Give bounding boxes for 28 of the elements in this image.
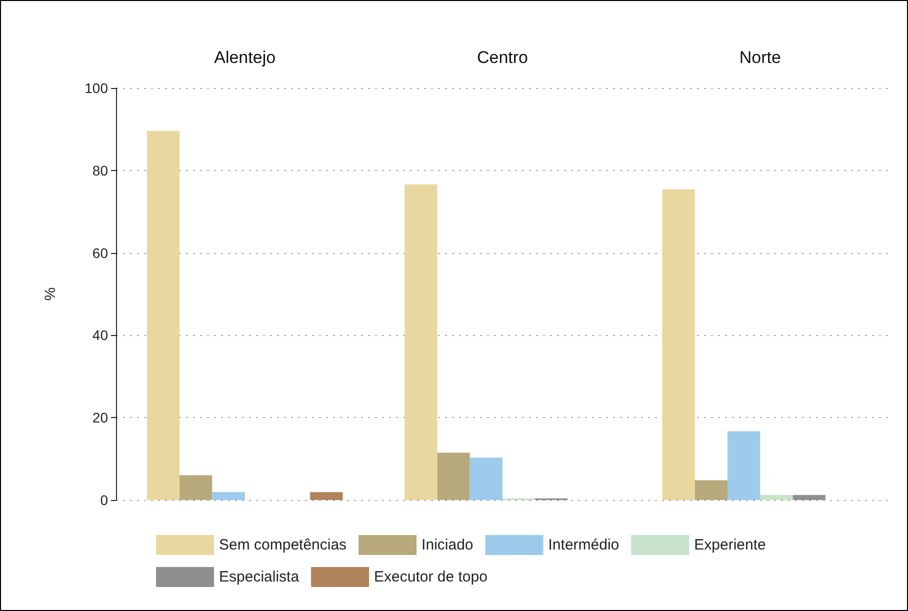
- x-tick-label: Alentejo: [214, 48, 276, 67]
- legend-label: Intermédio: [548, 536, 620, 554]
- bar: [310, 492, 343, 500]
- legend-label: Sem competências: [219, 536, 347, 554]
- bar: [760, 495, 793, 500]
- y-tick-label: 20: [92, 410, 108, 426]
- y-axis-title: %: [42, 287, 59, 301]
- y-tick-label: 40: [92, 327, 108, 344]
- y-tick-label: 100: [84, 80, 108, 96]
- x-tick-label: Norte: [739, 48, 781, 67]
- legend-label: Especialista: [219, 568, 300, 586]
- bar: [146, 130, 180, 500]
- bar: [662, 189, 695, 500]
- legend-label: Experiente: [694, 536, 766, 554]
- bar: [180, 475, 212, 500]
- x-tick-label: Centro: [476, 48, 528, 67]
- bar: [470, 458, 502, 500]
- y-tick-label: 0: [100, 492, 108, 508]
- bar: [404, 184, 438, 500]
- bar: [728, 431, 760, 500]
- bar: [792, 495, 826, 500]
- bar: [437, 452, 470, 500]
- y-tick-label: 60: [92, 244, 108, 261]
- legend-label: Executor de topo: [374, 568, 488, 586]
- bar: [694, 480, 728, 500]
- bar: [212, 492, 245, 500]
- y-tick-label: 80: [92, 162, 108, 178]
- legend-label: Iniciado: [422, 536, 474, 554]
